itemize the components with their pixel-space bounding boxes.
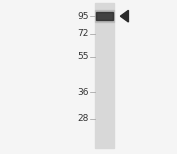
Bar [95, 10, 114, 22]
Bar [96, 12, 113, 20]
Text: 36: 36 [77, 88, 88, 97]
Text: 55: 55 [77, 53, 88, 61]
Text: 72: 72 [77, 29, 88, 38]
Polygon shape [120, 10, 129, 22]
Text: 95: 95 [77, 12, 88, 21]
Bar [95, 3, 114, 148]
Text: 28: 28 [77, 114, 88, 123]
